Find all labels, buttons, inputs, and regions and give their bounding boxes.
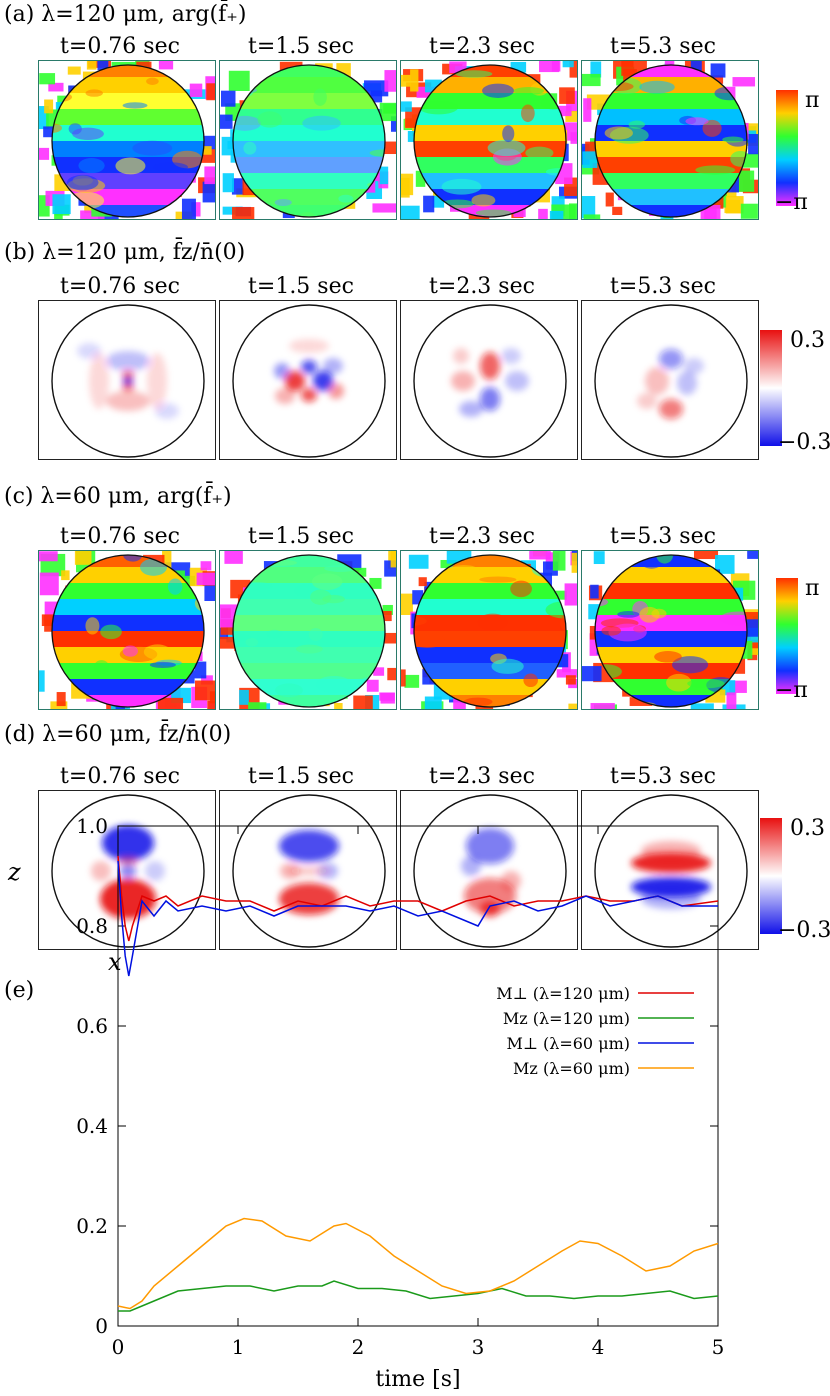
y-tick-label: 0.2 xyxy=(76,1214,108,1238)
time-label-c-1: t=0.76 sec xyxy=(60,524,180,549)
phase-map-c-2 xyxy=(219,550,397,710)
time-label-c-4: t=5.3 sec xyxy=(610,524,716,549)
x-tick-label: 3 xyxy=(472,1335,485,1359)
phase-map-a-1 xyxy=(38,60,216,220)
y-tick-label: 0 xyxy=(95,1314,108,1338)
colorbar-b-top-label: 0.3 xyxy=(790,328,825,353)
series-line-2 xyxy=(117,860,718,977)
y-tick-label: 0.4 xyxy=(76,1114,108,1138)
x-tick-label: 0 xyxy=(112,1335,125,1359)
fz-map-b-2 xyxy=(219,300,397,460)
time-label-b-3: t=2.3 sec xyxy=(429,274,535,299)
phase-map-c-1 xyxy=(38,550,216,710)
legend-label-2: M⊥ (λ=60 μm) xyxy=(506,1034,630,1053)
row-label-d: (d) λ=60 μm, f̄z/n̄(0) xyxy=(4,722,232,747)
x-axis-label: time [s] xyxy=(375,1367,460,1392)
colorbar-d-bottom-label: −0.3 xyxy=(778,918,830,943)
phase-map-a-2 xyxy=(219,60,397,220)
phase-map-c-3 xyxy=(400,550,578,710)
fz-colorbar-d xyxy=(760,818,782,934)
colorbar-c-bottom-label: −π xyxy=(775,678,808,703)
colorbar-a-top-label: π xyxy=(805,88,820,113)
phase-map-a-4 xyxy=(581,60,759,220)
colorbar-a-bottom-label: −π xyxy=(775,190,808,215)
time-label-d-2: t=1.5 sec xyxy=(248,764,354,789)
fz-map-d-4 xyxy=(581,790,759,950)
y-tick-label: 0.6 xyxy=(76,1014,108,1038)
time-label-d-1: t=0.76 sec xyxy=(60,764,180,789)
colorbar-b-bottom-label: −0.3 xyxy=(778,430,830,455)
time-label-b-1: t=0.76 sec xyxy=(60,274,180,299)
time-label-a-2: t=1.5 sec xyxy=(248,34,354,59)
magnetization-line-chart: 0 1 2 3 4 5 0 0.2 0.4 0.6 0.8 1.0 time [s] M⊥ (λ=120 … xyxy=(76,814,725,1392)
x-tick-label: 4 xyxy=(592,1335,605,1359)
fz-map-b-4 xyxy=(581,300,759,460)
legend-label-3: Mz (λ=60 μm) xyxy=(513,1059,630,1078)
plot-frame xyxy=(117,825,719,1327)
colorbar-c-top-label: π xyxy=(805,576,820,601)
chart-panel-label: (e) xyxy=(4,978,35,1003)
time-label-b-2: t=1.5 sec xyxy=(248,274,354,299)
legend-label-1: Mz (λ=120 μm) xyxy=(503,1009,630,1028)
x-tick-label: 1 xyxy=(232,1335,245,1359)
y-tick-label: 0.8 xyxy=(76,914,108,938)
time-label-c-2: t=1.5 sec xyxy=(248,524,354,549)
time-label-a-1: t=0.76 sec xyxy=(60,34,180,59)
fz-map-b-3 xyxy=(400,300,578,460)
time-label-c-3: t=2.3 sec xyxy=(429,524,535,549)
row-label-b: (b) λ=120 μm, f̄z/n̄(0) xyxy=(4,240,246,265)
time-label-a-4: t=5.3 sec xyxy=(610,34,716,59)
series-line-0 xyxy=(117,855,719,942)
fz-colorbar-b xyxy=(760,330,782,446)
phase-map-a-3 xyxy=(400,60,578,220)
y-tick-label: 1.0 xyxy=(76,814,108,838)
time-label-d-3: t=2.3 sec xyxy=(429,764,535,789)
row-label-c: (c) λ=60 μm, arg(f̄₊) xyxy=(4,484,232,509)
time-label-d-4: t=5.3 sec xyxy=(610,764,716,789)
colorbar-d-top-label: 0.3 xyxy=(790,816,825,841)
series-line-1 xyxy=(118,1280,719,1312)
fz-map-b-1 xyxy=(38,300,216,460)
series-line-3 xyxy=(117,1217,719,1310)
x-tick-label: 2 xyxy=(352,1335,365,1359)
phase-colorbar-a xyxy=(776,90,798,206)
x-tick-label: 5 xyxy=(712,1335,725,1359)
phase-colorbar-c xyxy=(776,578,798,694)
time-label-b-4: t=5.3 sec xyxy=(610,274,716,299)
phase-map-c-4 xyxy=(581,550,759,710)
time-label-a-3: t=2.3 sec xyxy=(429,34,535,59)
legend-label-0: M⊥ (λ=120 μm) xyxy=(496,984,630,1003)
row-label-a: (a) λ=120 μm, arg(f̄₊) xyxy=(4,2,247,27)
axis-z-letter: z xyxy=(8,858,21,886)
fz-map-d-1 xyxy=(38,790,216,950)
